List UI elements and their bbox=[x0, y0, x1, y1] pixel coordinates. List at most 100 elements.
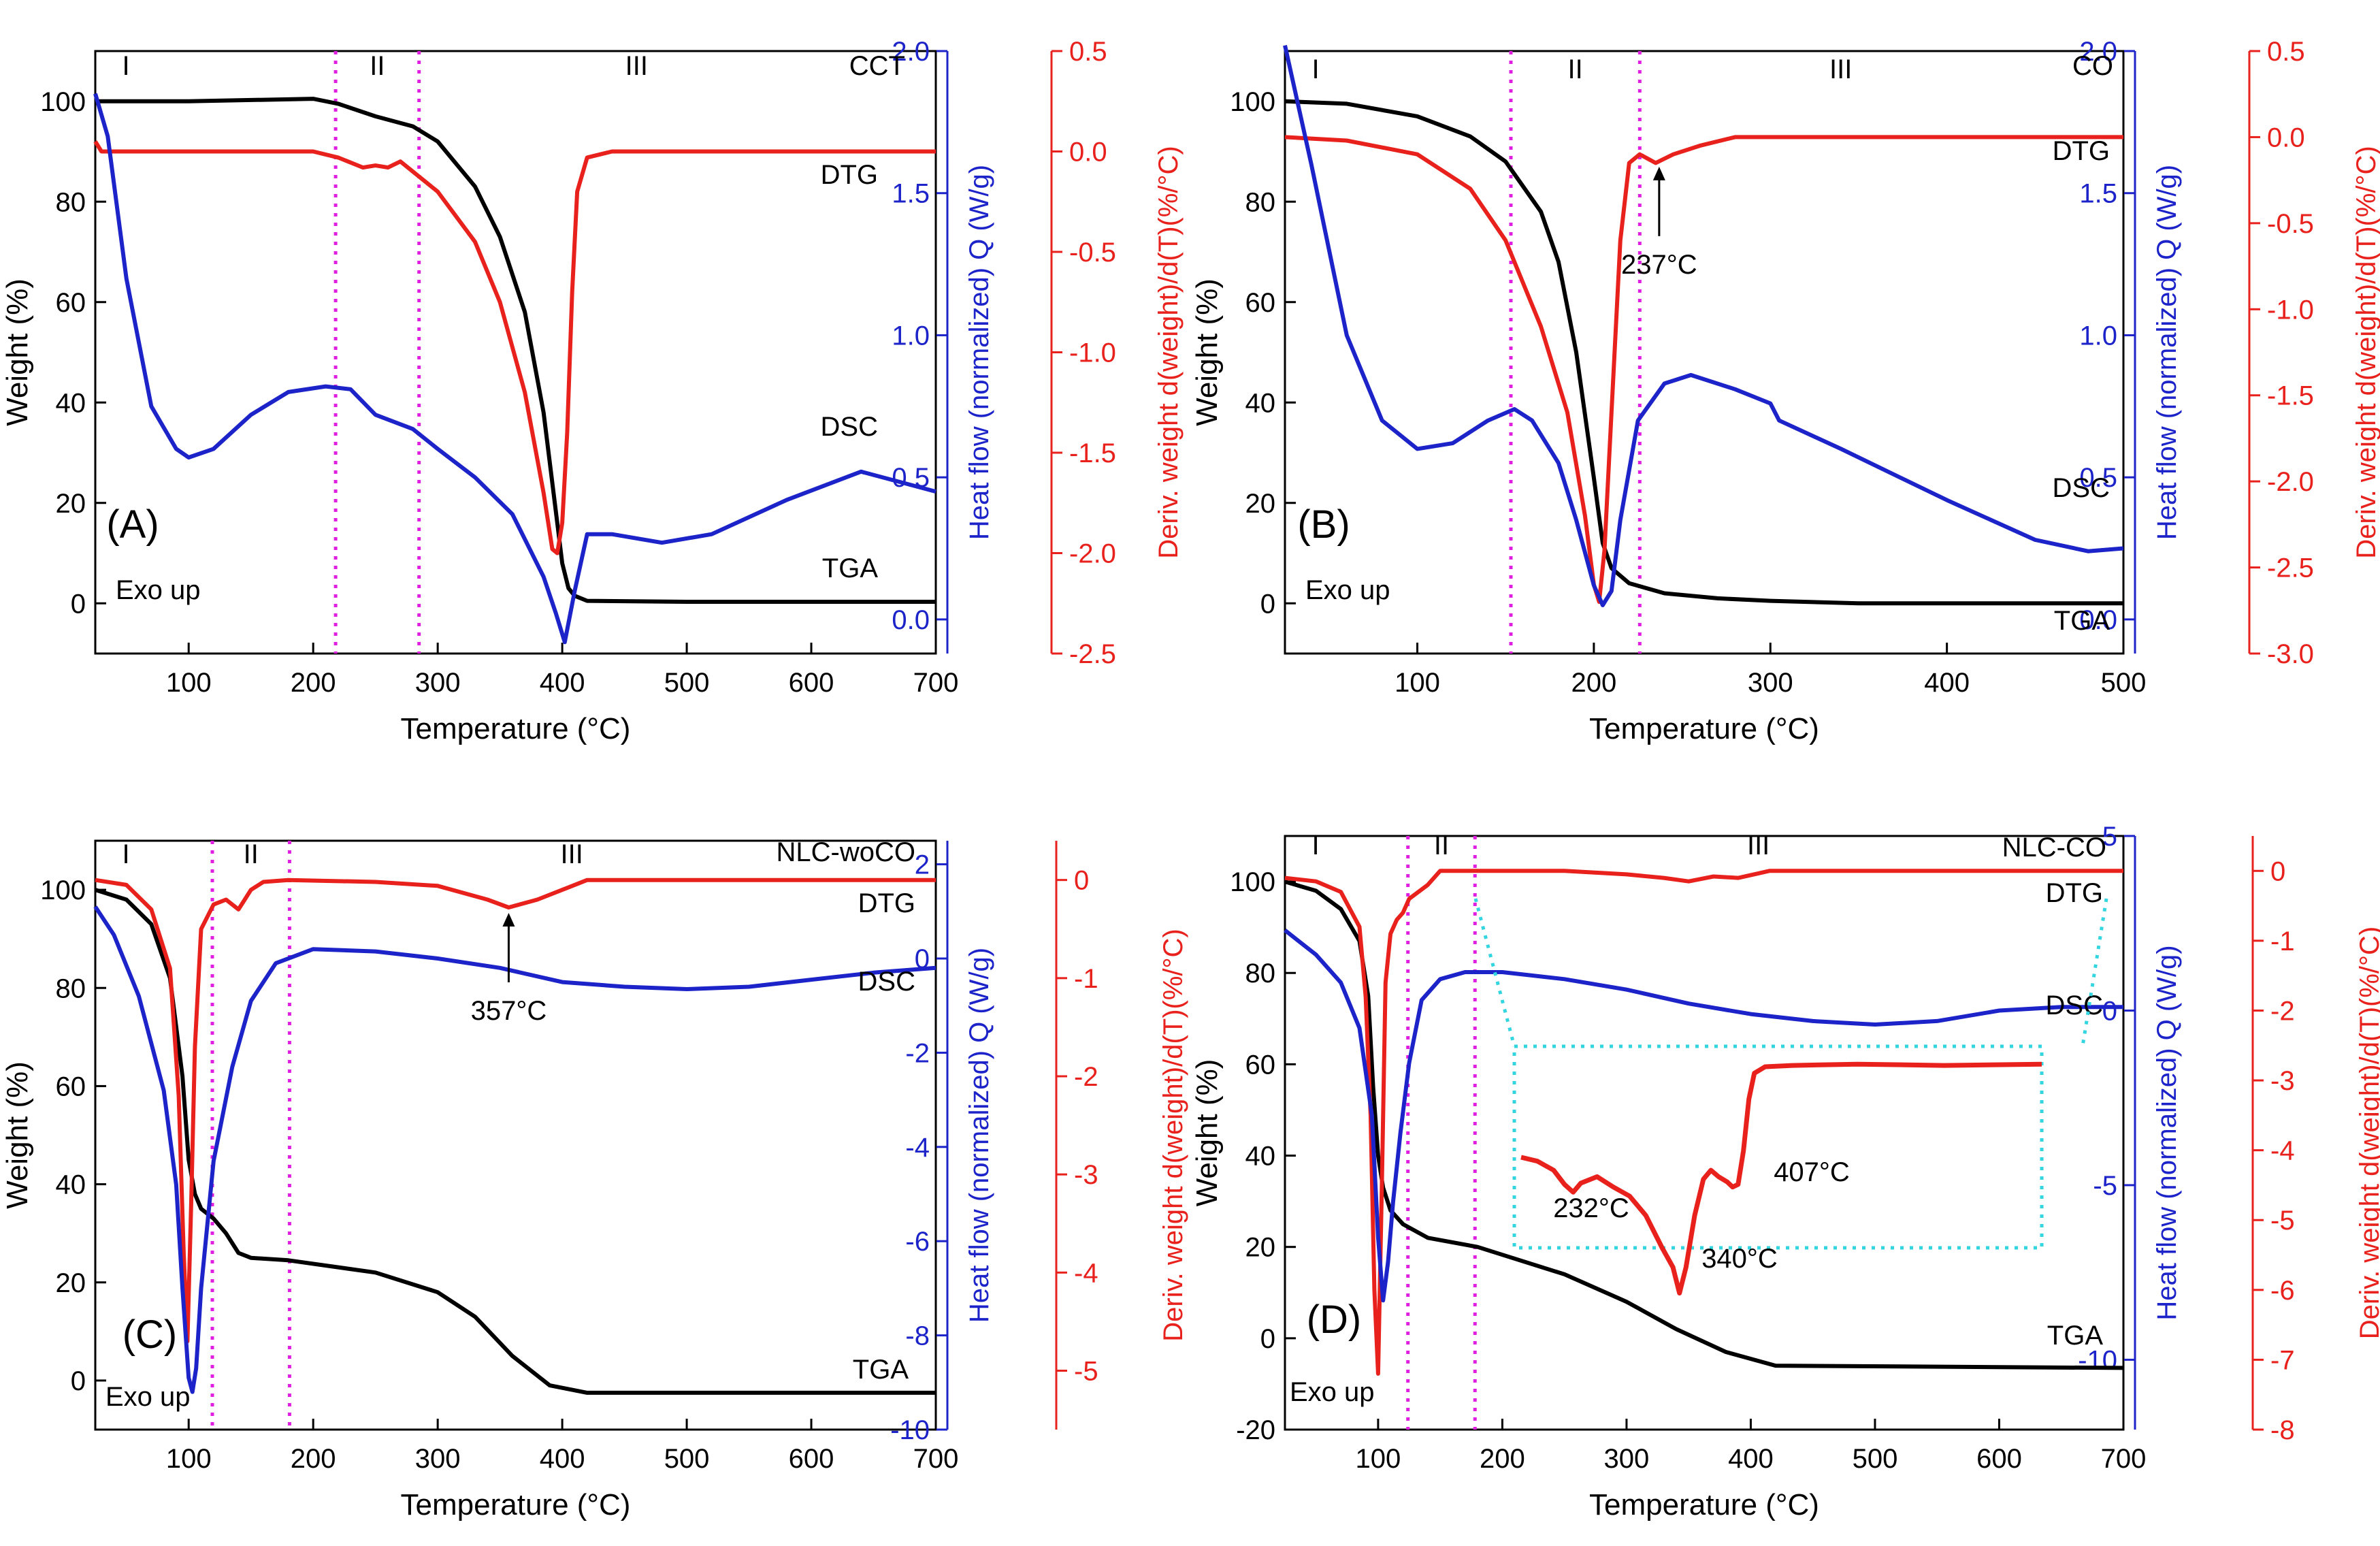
panel-letter: (D) bbox=[1307, 1298, 1362, 1342]
region-label: I bbox=[1311, 831, 1319, 860]
heat-flow-tick-label: 1.0 bbox=[2079, 321, 2117, 351]
deriv-weight-tick-label: -2 bbox=[1074, 1062, 1098, 1092]
deriv-weight-tick-label: -1.0 bbox=[2267, 295, 2314, 325]
region-label: II bbox=[370, 51, 385, 81]
inset-frame bbox=[1512, 1044, 2044, 1250]
inset-connector bbox=[1473, 898, 1516, 1047]
heat-flow-tick-label: 0.5 bbox=[2079, 463, 2117, 493]
dsc-label: DSC bbox=[2053, 473, 2110, 503]
deriv-weight-tick-label: 0.5 bbox=[1069, 37, 1107, 67]
y-tick-label: 100 bbox=[1230, 867, 1275, 897]
heat-flow-tick-label: -5 bbox=[2093, 1171, 2117, 1201]
deriv-weight-tick-label: -1 bbox=[1074, 964, 1098, 994]
dsc-curve bbox=[1284, 929, 2123, 1303]
region-label: I bbox=[122, 839, 129, 869]
dtg-label: DTG bbox=[858, 888, 915, 918]
plot-frame bbox=[1284, 50, 2125, 655]
deriv-weight-axis-label: Deriv. weight d(weight)/d(T)(%/°C) bbox=[2351, 146, 2380, 558]
x-tick-label: 200 bbox=[1480, 1444, 1525, 1474]
region-label: II bbox=[1434, 831, 1449, 860]
x-tick-label: 300 bbox=[415, 668, 461, 698]
inset-peak-label: 340°C bbox=[1701, 1244, 1778, 1274]
exo-up-label: Exo up bbox=[1305, 575, 1390, 605]
y-tick-label: 60 bbox=[56, 288, 86, 318]
exo-up-label: Exo up bbox=[116, 575, 201, 605]
deriv-weight-tick-label: -5 bbox=[2270, 1206, 2295, 1236]
heat-flow-tick-label: -8 bbox=[905, 1321, 930, 1351]
x-tick-label: 300 bbox=[1748, 668, 1793, 698]
plot-frame bbox=[1284, 835, 2125, 1431]
x-tick-label: 300 bbox=[1604, 1444, 1650, 1474]
heat-flow-tick-label: 0.0 bbox=[2079, 605, 2117, 635]
panel-letter: (B) bbox=[1297, 502, 1350, 547]
tga-curve bbox=[95, 888, 936, 1395]
deriv-weight-tick-label: 0 bbox=[1074, 866, 1089, 896]
deriv-weight-tick-label: -3.0 bbox=[2267, 639, 2314, 669]
heat-flow-tick-label: 1.0 bbox=[892, 321, 930, 351]
tga-label: TGA bbox=[822, 553, 879, 583]
dsc-curve bbox=[1283, 45, 2124, 607]
y-tick-label: 60 bbox=[1245, 288, 1276, 318]
annotation-arrowhead bbox=[502, 913, 515, 927]
region-label: III bbox=[1829, 54, 1852, 84]
heat-flow-tick-label: 0 bbox=[2102, 996, 2117, 1026]
y-tick-label: 20 bbox=[1245, 489, 1276, 519]
panel-cct: 100 200 300 400 500 600 700 Temperature (°C) 0 20… bbox=[1, 37, 1184, 745]
exo-up-label: Exo up bbox=[105, 1382, 191, 1412]
y-axis-label: Weight (%) bbox=[1190, 278, 1224, 426]
x-tick-label: 100 bbox=[166, 668, 212, 698]
deriv-weight-tick-label: -2 bbox=[2270, 996, 2295, 1026]
dtg-curve bbox=[93, 140, 936, 555]
x-tick-label: 400 bbox=[1728, 1444, 1774, 1474]
dsc-label: DSC bbox=[858, 967, 915, 997]
x-tick-label: 400 bbox=[1924, 668, 1970, 698]
heat-flow-tick-label: -6 bbox=[905, 1227, 930, 1257]
deriv-weight-axis-label: Deriv. weight d(weight)/d(T)(%/°C) bbox=[1158, 929, 1188, 1341]
x-tick-label: 600 bbox=[789, 1444, 834, 1474]
deriv-weight-tick-label: -3 bbox=[2270, 1066, 2295, 1096]
panel-letter: (C) bbox=[123, 1313, 178, 1357]
deriv-weight-tick-label: -2.0 bbox=[2267, 467, 2314, 497]
x-tick-label: 500 bbox=[664, 668, 710, 698]
y-tick-label: 20 bbox=[56, 1268, 86, 1298]
y-tick-label: 100 bbox=[40, 87, 86, 117]
deriv-weight-tick-label: -1.5 bbox=[2267, 381, 2314, 411]
deriv-weight-tick-label: 0.0 bbox=[2267, 123, 2305, 152]
y-tick-label: -20 bbox=[1236, 1415, 1275, 1445]
heat-flow-axis-label: Heat flow (normalized) Q (W/g) bbox=[2152, 165, 2182, 540]
deriv-weight-tick-label: 0 bbox=[2270, 856, 2285, 886]
heat-flow-axis-label: Heat flow (normalized) Q (W/g) bbox=[964, 948, 994, 1323]
y-axis-label: Weight (%) bbox=[1, 1061, 34, 1209]
y-tick-label: 20 bbox=[1245, 1233, 1276, 1263]
heat-flow-tick-label: 1.5 bbox=[892, 179, 930, 209]
deriv-weight-tick-label: -2.5 bbox=[1069, 639, 1116, 669]
inset-dtg-curve bbox=[1520, 1061, 2042, 1295]
heat-flow-tick-label: 2 bbox=[915, 850, 930, 880]
deriv-weight-axis-label: Deriv. weight d(weight)/d(T)(%/°C) bbox=[1154, 146, 1184, 558]
heat-flow-tick-label: -4 bbox=[905, 1133, 930, 1163]
heat-flow-tick-label: 5 bbox=[2102, 822, 2117, 852]
deriv-weight-tick-label: -5 bbox=[1074, 1357, 1098, 1387]
y-tick-label: 40 bbox=[56, 1170, 86, 1200]
annotation-arrowhead bbox=[1652, 166, 1665, 180]
x-tick-label: 500 bbox=[2101, 668, 2147, 698]
region-label: III bbox=[625, 51, 648, 81]
y-tick-label: 100 bbox=[40, 875, 86, 905]
dtg-label: DTG bbox=[2046, 878, 2103, 908]
x-tick-label: 100 bbox=[1356, 1444, 1401, 1474]
heat-flow-axis-label: Heat flow (normalized) Q (W/g) bbox=[964, 165, 994, 540]
deriv-weight-tick-label: -4 bbox=[2270, 1136, 2295, 1166]
y-tick-label: 20 bbox=[56, 489, 86, 519]
plot-frame bbox=[94, 839, 937, 1431]
x-axis-label: Temperature (°C) bbox=[401, 712, 631, 745]
tga-label: TGA bbox=[853, 1355, 909, 1385]
deriv-weight-tick-label: -2.5 bbox=[2267, 553, 2314, 583]
heat-flow-tick-label: 1.5 bbox=[2079, 179, 2117, 209]
deriv-weight-tick-label: -2.0 bbox=[1069, 539, 1116, 569]
heat-flow-tick-label: -2 bbox=[905, 1038, 930, 1068]
deriv-weight-tick-label: 0.5 bbox=[2267, 37, 2305, 67]
sample-label: CO bbox=[2072, 51, 2113, 81]
